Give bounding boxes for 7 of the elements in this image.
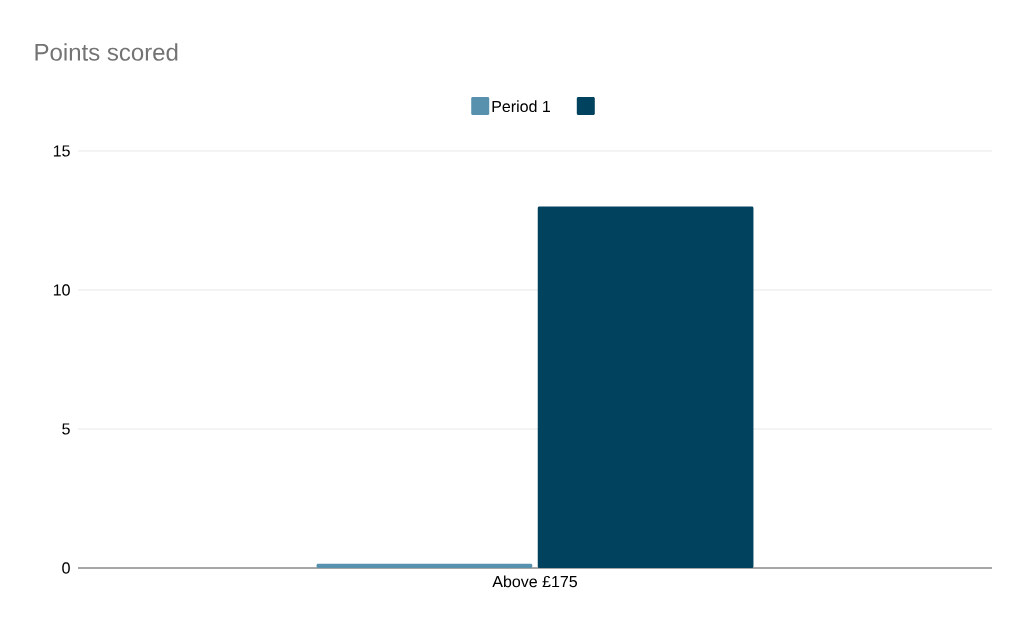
y-tick-label: 5 <box>62 423 70 435</box>
y-tick-label: 10 <box>53 284 70 296</box>
chart-title: Points scored <box>35 43 178 61</box>
y-tick-label: 0 <box>62 562 70 574</box>
legend-label: Period 1 <box>492 100 551 113</box>
x-tick-label: Above £175 <box>492 575 578 588</box>
y-tick-label: 15 <box>53 145 70 157</box>
